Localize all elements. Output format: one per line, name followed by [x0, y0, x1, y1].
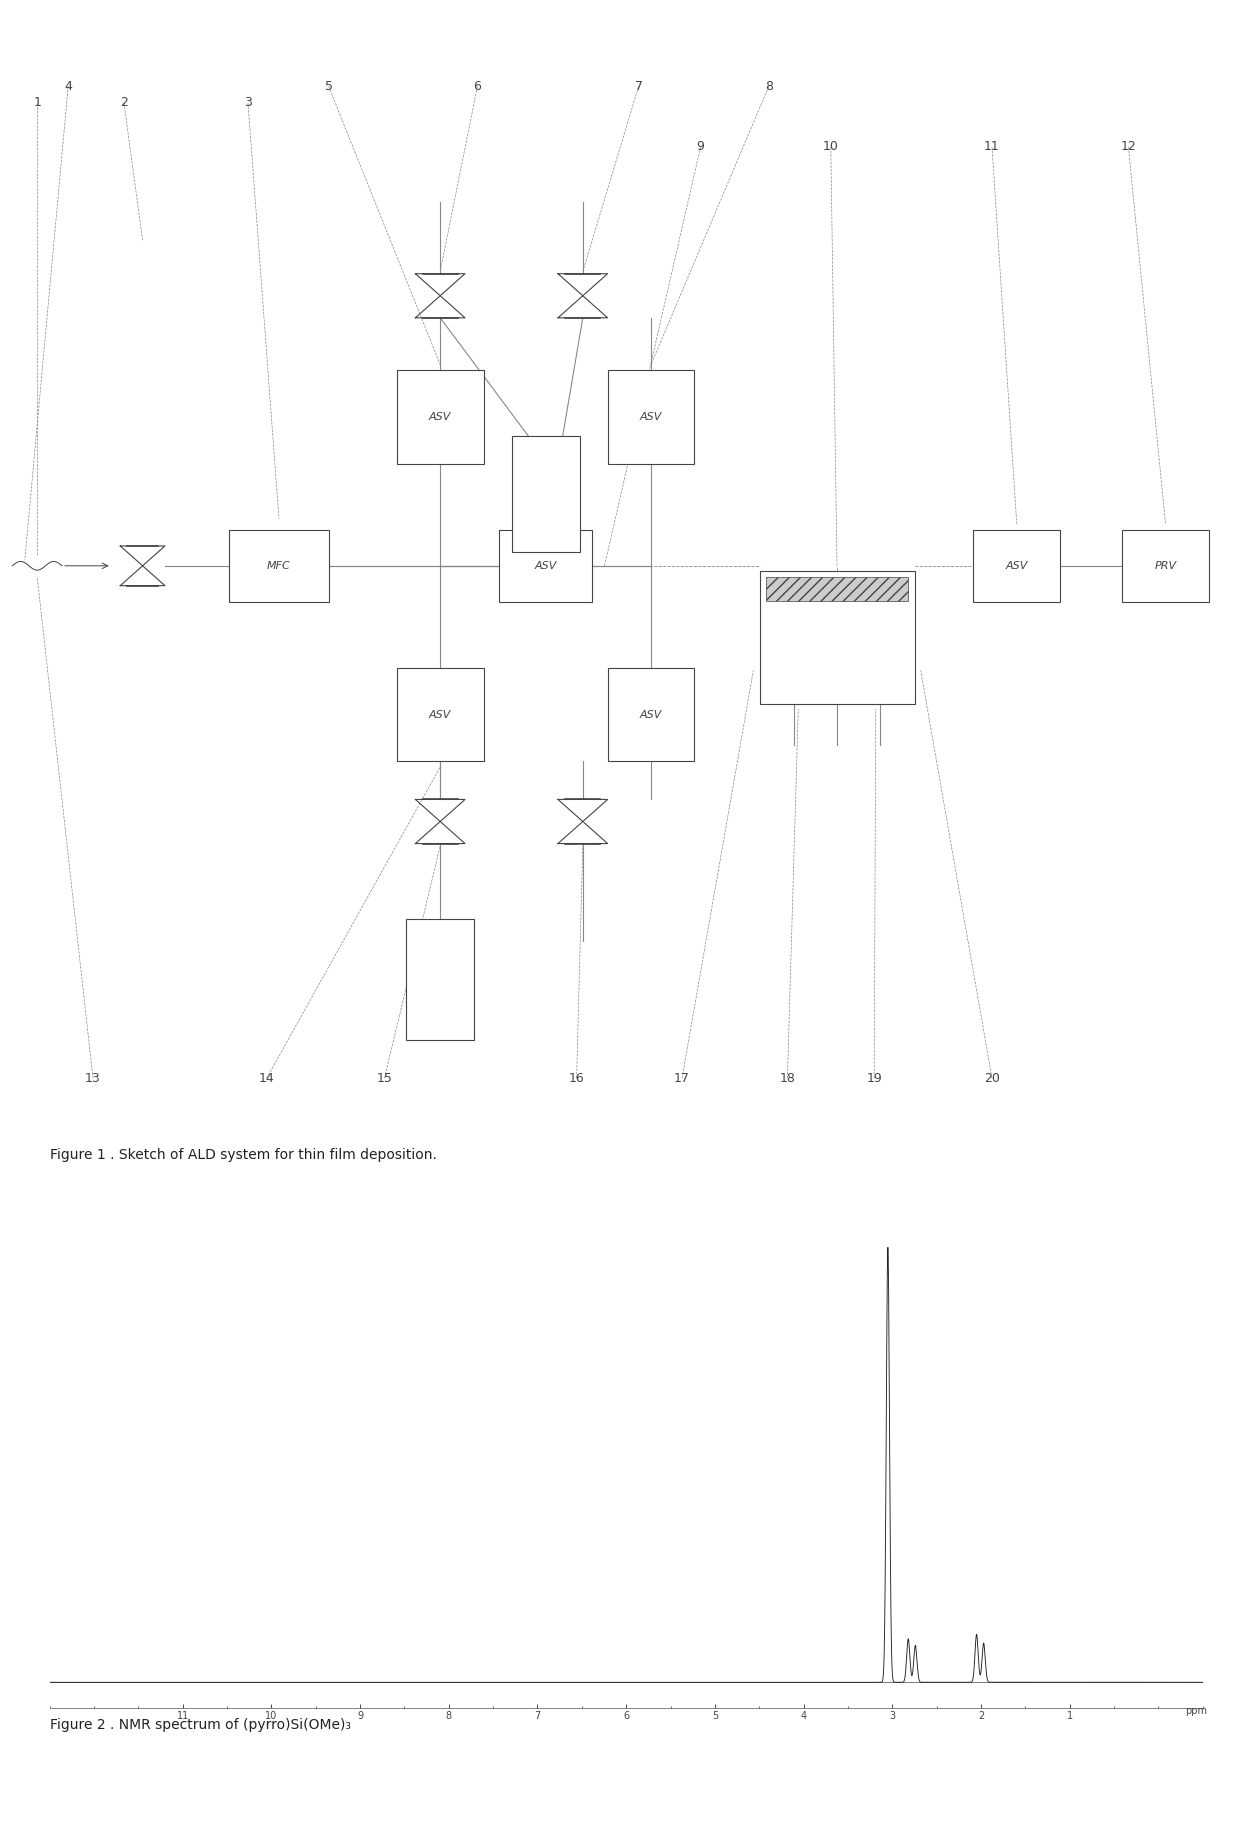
- Bar: [511, 437, 579, 551]
- Text: 1: 1: [33, 96, 41, 110]
- Text: ASV: ASV: [640, 709, 662, 720]
- Text: 15: 15: [377, 1071, 392, 1086]
- Text: ASV: ASV: [534, 560, 557, 571]
- Text: 10: 10: [823, 140, 838, 154]
- Text: 8: 8: [765, 79, 773, 94]
- Bar: [405, 918, 474, 1040]
- Text: 9: 9: [697, 140, 704, 154]
- Bar: [759, 571, 915, 704]
- Bar: [229, 529, 329, 603]
- Bar: [608, 371, 694, 465]
- Text: ASV: ASV: [1006, 560, 1028, 571]
- Text: ppm: ppm: [1185, 1707, 1207, 1716]
- Text: 4: 4: [64, 79, 72, 94]
- Text: ASV: ASV: [429, 411, 451, 423]
- Bar: [973, 529, 1060, 603]
- Text: 13: 13: [86, 1071, 100, 1086]
- Text: 16: 16: [569, 1071, 584, 1086]
- Text: 20: 20: [985, 1071, 999, 1086]
- Bar: [765, 577, 908, 601]
- Bar: [498, 529, 593, 603]
- Text: 18: 18: [780, 1071, 795, 1086]
- Text: PRV: PRV: [1154, 560, 1177, 571]
- Text: ASV: ASV: [640, 411, 662, 423]
- Text: 3: 3: [244, 96, 252, 110]
- Text: 14: 14: [259, 1071, 274, 1086]
- Text: 17: 17: [675, 1071, 689, 1086]
- Text: 2: 2: [120, 96, 128, 110]
- Text: 7: 7: [635, 79, 642, 94]
- Text: Figure 1 . Sketch of ALD system for thin film deposition.: Figure 1 . Sketch of ALD system for thin…: [50, 1148, 436, 1163]
- Text: Figure 2 . NMR spectrum of (pyrro)Si(OMe)₃: Figure 2 . NMR spectrum of (pyrro)Si(OMe…: [50, 1718, 351, 1732]
- Text: ASV: ASV: [429, 709, 451, 720]
- Bar: [397, 669, 484, 761]
- Text: 6: 6: [474, 79, 481, 94]
- Text: 5: 5: [325, 79, 332, 94]
- Bar: [608, 669, 694, 761]
- Bar: [1122, 529, 1209, 603]
- Bar: [397, 371, 484, 465]
- Text: MFC: MFC: [267, 560, 291, 571]
- Text: 12: 12: [1121, 140, 1136, 154]
- Text: 11: 11: [985, 140, 999, 154]
- Text: 19: 19: [867, 1071, 882, 1086]
